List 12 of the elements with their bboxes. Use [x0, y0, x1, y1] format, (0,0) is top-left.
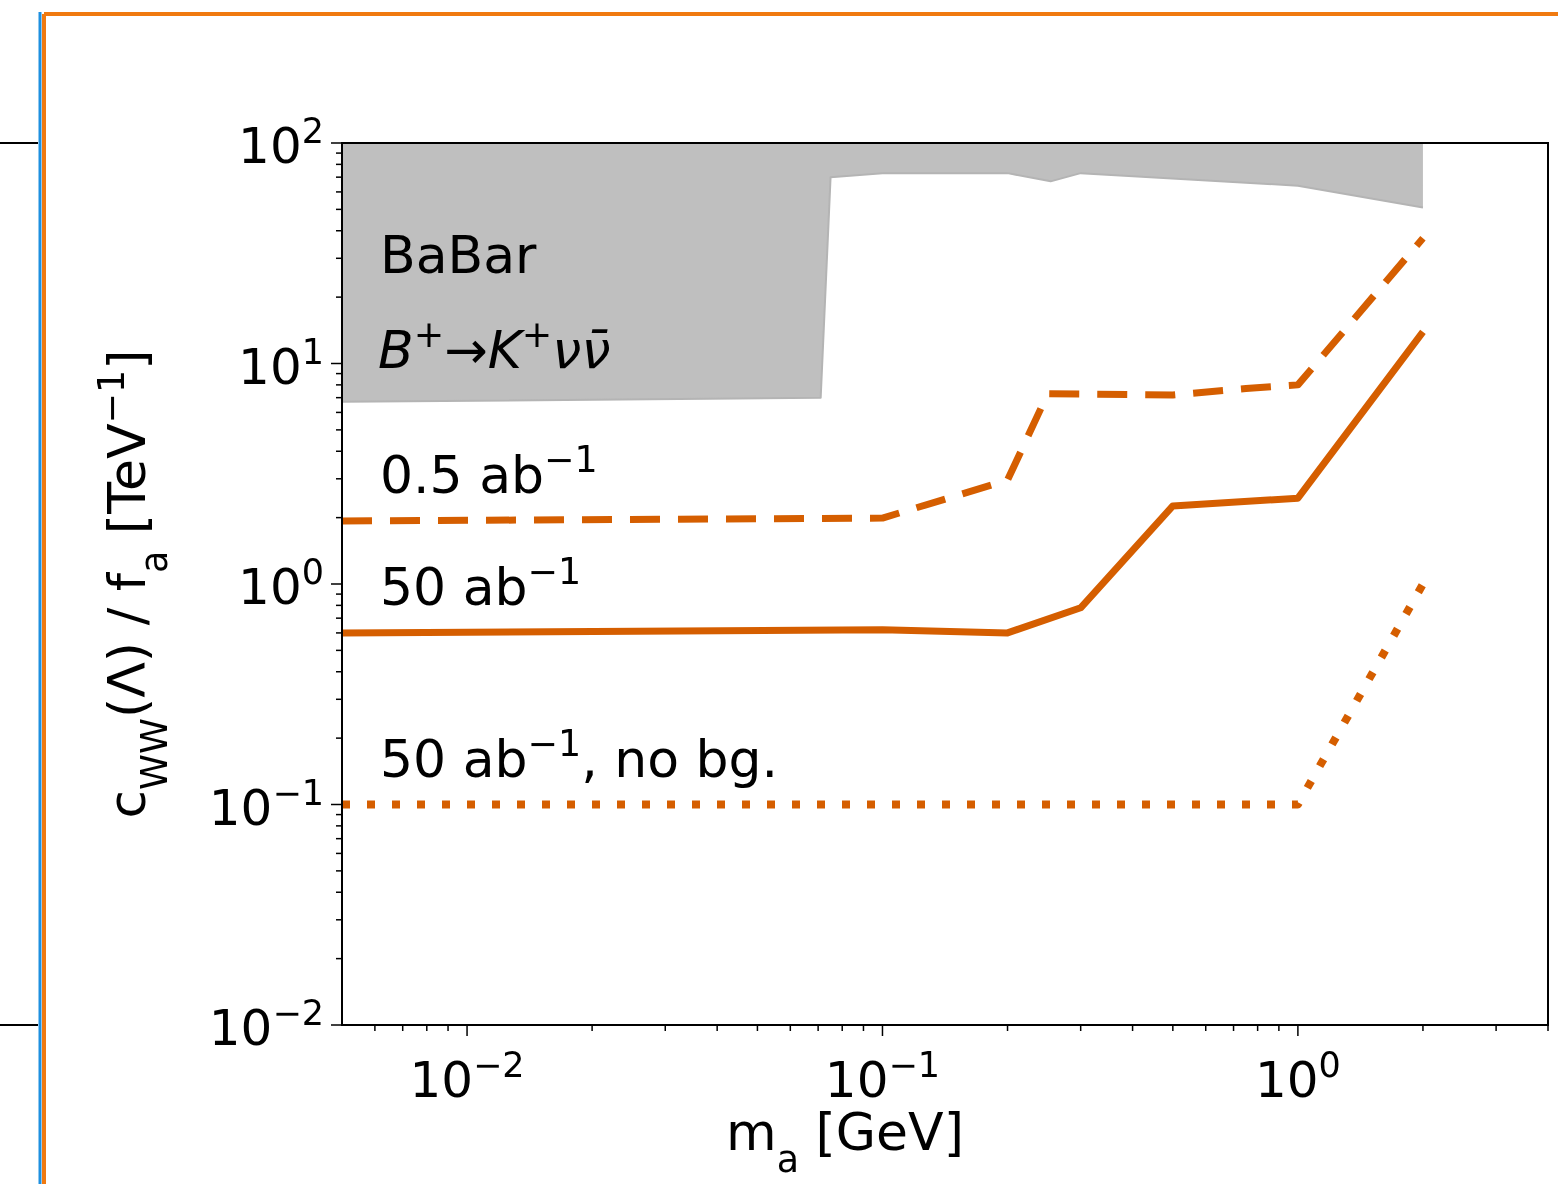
y-tick-label: 10$^{−1}$	[208, 772, 324, 837]
series-label: 50 ab$^{−1}$	[380, 549, 582, 617]
y-tick-label: 10$^{−2}$	[208, 993, 324, 1057]
series-label: 0.5 ab$^{−1}$	[380, 437, 598, 506]
text: BaBar	[380, 225, 538, 285]
y-tick-label: 10$^{0}$	[238, 552, 324, 616]
y-tick-label: 10$^{2}$	[238, 111, 324, 175]
x-tick-label: 10$^{−2}$	[409, 1045, 525, 1109]
y-tick-label: 10$^{1}$	[238, 331, 324, 396]
series-label: 50 ab$^{−1}$, no bg.	[380, 721, 779, 789]
x-tick-label: 10$^{0}$	[1254, 1045, 1341, 1109]
annotation: B$^{+}$→K$^{+}$νν̄	[378, 312, 611, 380]
